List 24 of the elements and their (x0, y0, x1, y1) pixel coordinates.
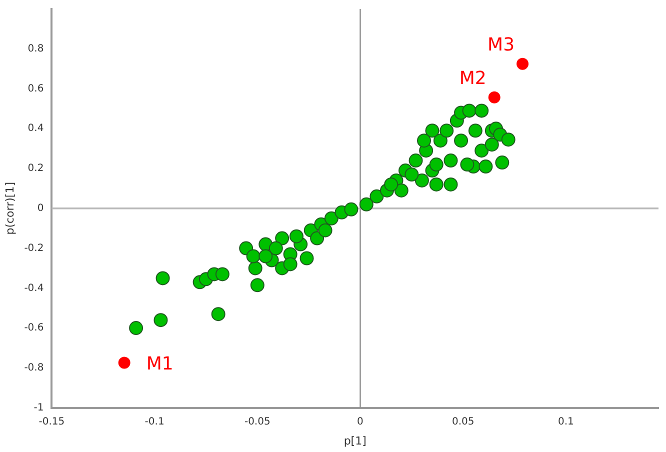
x-tick-label: 0 (357, 416, 364, 428)
y-tick-label: -1 (34, 402, 44, 414)
annotation: M3 (488, 34, 515, 56)
x-tick-label: -0.05 (244, 416, 270, 428)
x-tick-label: -0.1 (144, 416, 164, 428)
x-tick-label: 0.05 (452, 416, 474, 428)
point (516, 56, 530, 71)
y-tick-label: 0.4 (28, 123, 44, 134)
annotation: M2 (459, 68, 486, 90)
y-tick-label: 0 (37, 202, 44, 214)
y-tick-label: 0.2 (28, 163, 44, 174)
y-tick-label: -0.4 (24, 282, 44, 294)
annotation: M1 (146, 353, 174, 374)
point (117, 356, 132, 370)
y-tick-label: -0.2 (24, 242, 44, 254)
y-tick-label: 0.6 (28, 83, 44, 94)
y-tick-label: 0.8 (28, 43, 44, 54)
x-tick-label: 0.1 (558, 416, 574, 428)
point (487, 90, 502, 104)
y-tick-label: -0.6 (24, 322, 44, 334)
x-tick-label: -0.15 (38, 416, 65, 428)
y-axis-title: p(corr)[1] (3, 182, 16, 235)
x-axis-title: p[1] (344, 434, 366, 448)
y-tick-label: -0.8 (24, 362, 44, 374)
